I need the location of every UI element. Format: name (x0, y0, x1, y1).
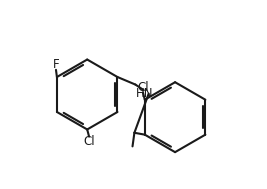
Text: F: F (53, 58, 59, 71)
Text: HN: HN (136, 87, 153, 100)
Text: Cl: Cl (83, 135, 95, 148)
Text: Cl: Cl (137, 81, 149, 94)
